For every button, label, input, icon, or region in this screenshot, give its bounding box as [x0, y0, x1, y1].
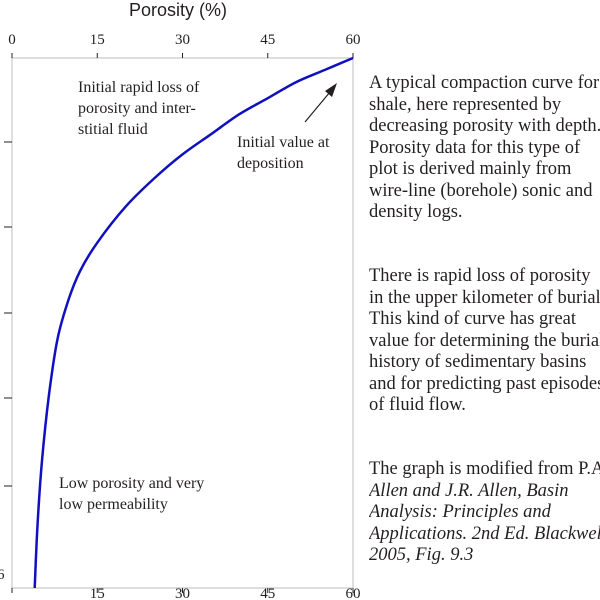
text-line: A typical compaction curve for: [369, 73, 600, 93]
source-citation: The graph is modified from P.A. Allen and…: [369, 459, 600, 567]
tick-marks: [4, 53, 354, 593]
y-corner-label: 6: [0, 567, 5, 583]
text-line: decreasing porosity with depth.: [369, 116, 600, 136]
annotation-initial-value: Initial value at deposition: [237, 134, 333, 172]
text-line: Allen and J.R. Allen, Basin: [369, 480, 569, 501]
text-line: value for determining the burial: [369, 330, 600, 351]
top-tick-label: 0: [8, 32, 16, 48]
text-line: of fluid flow.: [369, 395, 466, 415]
text-line: history of sedimentary basins: [369, 352, 587, 372]
description-paragraph: A typical compaction curve for shale, her…: [369, 73, 600, 224]
text-line: Applications. 2nd Ed. Blackwell,: [369, 523, 600, 544]
text-line: and for predicting past episodes: [369, 373, 600, 394]
compaction-curve: [33, 56, 354, 589]
annotation-rapid-loss: Initial rapid loss of porosity and inter…: [78, 79, 203, 138]
arrow-to-initial-value: [304, 83, 337, 123]
text-line: This kind of curve has great: [369, 309, 577, 329]
text-line: plot is derived mainly from: [369, 159, 572, 179]
text-line: density logs.: [369, 202, 463, 222]
text-line: wire-line (borehole) sonic and: [369, 180, 593, 201]
top-tick-label: 45: [260, 32, 275, 48]
top-tick-labels: 0 15 30 45 60: [8, 32, 360, 48]
explanation-paragraph: There is rapid loss of porosity in the up…: [369, 266, 600, 417]
text-line: Analysis: Principles and: [369, 502, 551, 522]
annotation-low-porosity: Low porosity and very low permeability: [59, 475, 208, 513]
text-line: shale, here represented by: [369, 94, 562, 115]
x-axis-title: Porosity (%): [129, 0, 227, 20]
top-tick-label: 30: [175, 32, 190, 48]
top-tick-label: 60: [346, 32, 361, 48]
top-tick-label: 15: [90, 32, 105, 48]
text-line: 2005, Fig. 9.3: [369, 545, 474, 565]
text-line: Porosity data for this type of: [369, 137, 581, 158]
text-line: There is rapid loss of porosity: [369, 266, 591, 286]
text-line: in the upper kilometer of burial.: [369, 287, 600, 308]
text-line: The graph is modified from P.A.: [369, 459, 600, 479]
